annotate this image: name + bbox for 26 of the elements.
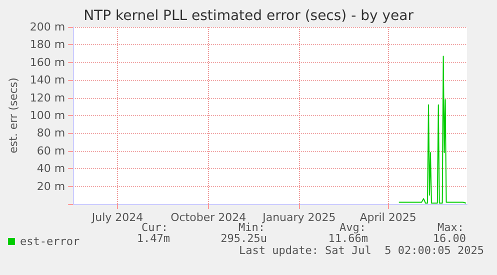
legend-label: est-error bbox=[20, 235, 80, 248]
y-tick-label: 140 m bbox=[30, 74, 66, 87]
y-tick-label: 160 m bbox=[30, 56, 66, 69]
y-tick-label: 40 m bbox=[36, 162, 66, 176]
y-tick-label: 20 m bbox=[36, 180, 66, 193]
y-tick-label: 100 m bbox=[30, 109, 66, 122]
x-tick-label: October 2024 bbox=[170, 211, 246, 224]
text: Cur: bbox=[142, 221, 168, 234]
x-tick-label: January 2025 bbox=[262, 211, 336, 224]
text: Avg: bbox=[340, 221, 366, 234]
y-tick-label: 60 m bbox=[36, 144, 66, 158]
text: 11.66m bbox=[328, 232, 368, 245]
y-tick-label: 120 m bbox=[30, 91, 66, 104]
x-tick-label: July 2024 bbox=[90, 211, 144, 224]
x-tick-label: April 2025 bbox=[360, 211, 416, 224]
text: Last update: Sat Jul 5 02:00:05 2025 bbox=[238, 244, 484, 257]
text: 16.00 bbox=[432, 232, 466, 245]
text: 1.47m bbox=[136, 232, 170, 245]
y-tick-label: 180 m bbox=[30, 38, 66, 52]
text: 295.25u bbox=[220, 232, 267, 245]
line-series bbox=[398, 56, 467, 204]
text: Max: bbox=[438, 221, 464, 234]
y-tick-label: 80 m bbox=[36, 126, 66, 140]
chart-title: NTP kernel PLL estimated error (secs) - by year bbox=[84, 8, 414, 24]
y-tick-label: 200 m bbox=[30, 20, 66, 34]
y-axis-title: est. err (secs) bbox=[7, 78, 20, 154]
